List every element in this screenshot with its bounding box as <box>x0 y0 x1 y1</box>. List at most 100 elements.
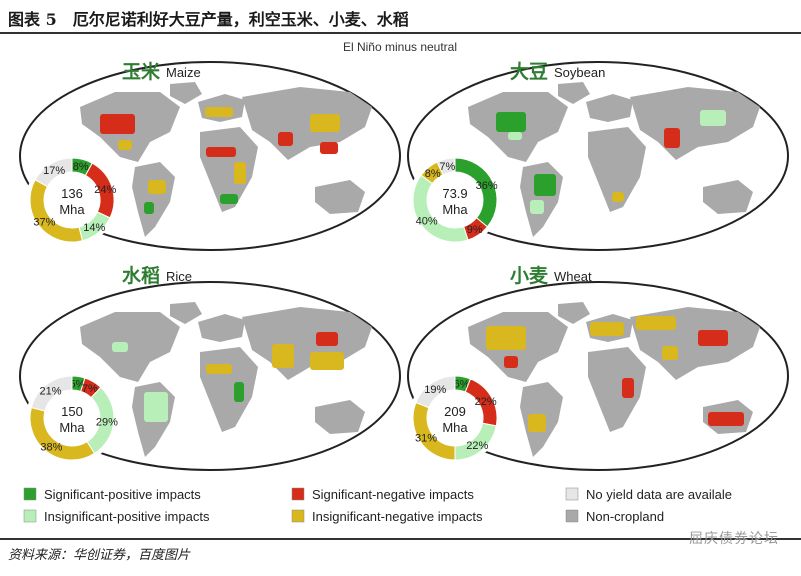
crop-label-cn: 大豆 <box>510 60 548 83</box>
crop-region-southern-africa <box>220 194 238 204</box>
crop-region-india-wheat <box>662 346 678 360</box>
crop-region-europe-wheat <box>590 322 624 336</box>
crop-region-east-africa <box>234 162 246 184</box>
crop-label-cn: 玉米 <box>122 60 161 83</box>
slice-label: 17% <box>43 165 65 177</box>
crop-region-argentina-wheat <box>528 414 546 432</box>
crop-region-us-soy <box>496 112 526 132</box>
legend-item: Significant-negative impacts <box>312 487 474 502</box>
slice-label: 24% <box>94 184 116 196</box>
crop-region-us-corn-belt <box>100 114 135 134</box>
landmass-greenland <box>170 82 202 104</box>
map-panel-soybean <box>407 61 789 251</box>
legend-item: Insignificant-positive impacts <box>44 509 210 524</box>
crop-region-se-asia <box>320 142 338 154</box>
landmass-africa <box>588 127 646 212</box>
crop-region-india-rice <box>272 344 294 368</box>
crop-region-us-wheat <box>486 326 526 350</box>
slice-label: 8% <box>425 168 441 180</box>
legend-swatch-no_data <box>565 487 579 501</box>
crop-label-en: Wheat <box>554 269 592 284</box>
donut-center-unit: Mha <box>442 202 468 217</box>
landmass-asia <box>242 87 372 160</box>
slice-label: 37% <box>33 216 55 228</box>
slice-label: 22% <box>475 396 497 408</box>
landmass-africa <box>588 347 646 432</box>
crop-region-india-soy <box>664 128 680 148</box>
crop-region-us-south <box>508 132 522 140</box>
landmass-europe <box>586 94 633 122</box>
slice-label: 19% <box>424 384 446 396</box>
donut-center-value: 73.9 <box>442 186 467 201</box>
top-rule <box>0 32 801 34</box>
slice-label: 14% <box>83 222 105 234</box>
donut-center-unit: Mha <box>59 202 85 217</box>
crop-region-china-soy <box>700 110 726 126</box>
crop-region-africa-soy <box>612 192 624 202</box>
landmass-greenland <box>558 302 590 324</box>
crop-label-cn: 水稻 <box>122 264 160 287</box>
donut-center-value: 209 <box>444 404 466 419</box>
donut-center-value: 150 <box>61 404 83 419</box>
crop-region-brazil-soy <box>534 174 556 196</box>
slice-label: 6% <box>454 379 470 391</box>
source-note: 资料来源：华创证券，百度图片 <box>8 548 191 563</box>
slice-label: 29% <box>96 416 118 428</box>
crop-region-s-america-rice <box>144 392 168 422</box>
crop-region-east-africa-wheat <box>622 378 634 398</box>
legend-swatch-insig_neg <box>291 509 305 523</box>
crop-label-cn: 小麦 <box>510 264 549 287</box>
crop-region-china-wheat <box>698 330 728 346</box>
crop-region-argentina <box>144 202 154 214</box>
legend-item: Significant-positive impacts <box>44 487 201 502</box>
legend-swatch-sig_pos <box>23 487 37 501</box>
landmass-greenland <box>170 302 202 324</box>
map-panel-maize <box>19 61 401 251</box>
crop-label-en: Rice <box>166 269 192 284</box>
landmass-north-america <box>80 312 180 382</box>
legend-item: Insignificant-negative impacts <box>312 509 483 524</box>
donut-slice-no_data <box>30 375 73 412</box>
crop-region-west-africa <box>206 147 236 157</box>
legend-swatch-non_crop <box>565 509 579 523</box>
landmass-australia <box>703 180 753 214</box>
crop-region-mexico-wheat <box>504 356 518 368</box>
figure-canvas: El Niño minus neutral 玉米 Maize 8% 24% 14% 37% 1… <box>19 40 789 524</box>
landmass-asia <box>630 87 760 160</box>
crop-region-mexico <box>118 140 132 150</box>
crop-label-en: Soybean <box>554 65 605 80</box>
slice-label: 31% <box>415 433 437 445</box>
chart-heading: El Niño minus neutral <box>343 40 457 54</box>
donut-center-unit: Mha <box>59 420 85 435</box>
slice-label: 40% <box>416 216 438 228</box>
legend-swatch-sig_neg <box>291 487 305 501</box>
slice-label: 7% <box>439 161 455 173</box>
watermark: 屈庆债券论坛 <box>689 531 779 547</box>
donut-slice-no_data <box>34 157 73 188</box>
crop-region-europe-zone <box>205 107 233 117</box>
slice-label: 9% <box>467 224 483 236</box>
landmass-greenland <box>558 82 590 104</box>
bottom-rule <box>0 538 801 540</box>
crop-region-russia-wheat <box>636 316 676 330</box>
donut-slice-no_data <box>436 157 456 176</box>
landmass-australia <box>315 400 365 434</box>
crop-region-west-africa-rice <box>206 364 232 374</box>
donut-center-value: 136 <box>61 186 83 201</box>
slice-label: 7% <box>82 383 98 395</box>
slice-label: 8% <box>73 161 89 173</box>
slice-label: 38% <box>40 441 62 453</box>
donut-center-unit: Mha <box>442 420 468 435</box>
donut-slice-no_data <box>415 375 456 409</box>
map-panel-wheat <box>407 281 789 471</box>
crop-region-australia-wheat <box>708 412 744 426</box>
landmass-australia <box>315 180 365 214</box>
figure-title: 图表 5 厄尔尼诺利好大豆产量，利空玉米、小麦、水稻 <box>8 10 409 29</box>
crop-region-china <box>310 114 340 132</box>
landmass-europe <box>198 314 245 342</box>
legend-swatch-insig_pos <box>23 509 37 523</box>
